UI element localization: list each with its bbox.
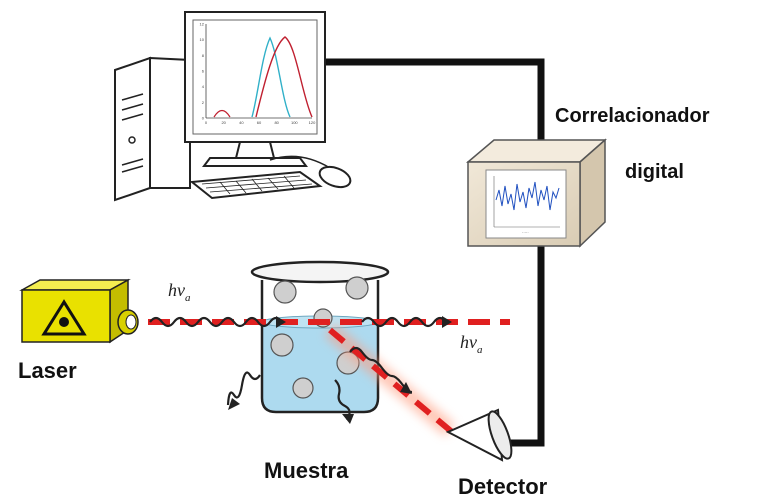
svg-text:hva: hva	[168, 280, 191, 304]
plot-x-tick-label: 120	[309, 120, 316, 125]
plot-x-tick-label: 80	[274, 120, 279, 125]
plot-x-tick-label: 40	[239, 120, 244, 125]
plot-curve-cyan	[251, 36, 291, 118]
digital-correlator-box: ·····	[465, 138, 607, 248]
monitor-size-distribution-plot: 0 20 40 60 80 100 120 0 2 4 6 8 10 12	[200, 22, 317, 126]
plot-y-tick-label: 6	[202, 69, 205, 74]
correlator-label-line2: digital	[625, 161, 684, 183]
detector-device	[445, 408, 513, 462]
plot-y-tick-label: 8	[202, 53, 205, 58]
plot-x-tick-label: 100	[291, 120, 298, 125]
computer-mouse	[269, 155, 352, 189]
plot-y-tick-label: 4	[202, 84, 205, 89]
photon-label-incident: hva	[168, 280, 191, 304]
svg-text:·····: ·····	[522, 230, 529, 235]
plot-y-tick-label: 12	[200, 22, 205, 27]
computer-keyboard	[189, 170, 323, 200]
photon-wave-arrows	[149, 316, 452, 424]
photon-label-transmitted: hva	[460, 332, 483, 356]
plot-y-tick-label: 0	[202, 116, 205, 121]
plot-x-tick-label: 0	[205, 120, 208, 125]
correlator-label-line1: Correlacionador	[555, 105, 710, 127]
plot-x-tick-label: 60	[257, 120, 262, 125]
correlator-signal-trace	[495, 181, 560, 211]
laser-warning-icon	[41, 299, 87, 336]
plot-curve-red	[255, 36, 313, 118]
computer-tower	[114, 56, 191, 202]
plot-y-tick-label: 10	[200, 37, 205, 42]
cable-correlator-to-detector	[500, 246, 545, 447]
computer-monitor	[184, 11, 326, 167]
plot-curve-small-peak	[213, 109, 231, 118]
plot-x-tick-label: 20	[221, 120, 226, 125]
connection-cables	[320, 58, 545, 447]
laser-label: Laser	[18, 358, 77, 383]
svg-text:hva: hva	[460, 332, 483, 356]
sample-beaker	[250, 260, 390, 414]
sample-label: Muestra	[264, 458, 349, 483]
plot-y-tick-label: 2	[202, 100, 205, 105]
detector-label: Detector	[458, 474, 548, 499]
cable-monitor-to-correlator	[320, 58, 545, 142]
laser-device	[19, 278, 139, 344]
